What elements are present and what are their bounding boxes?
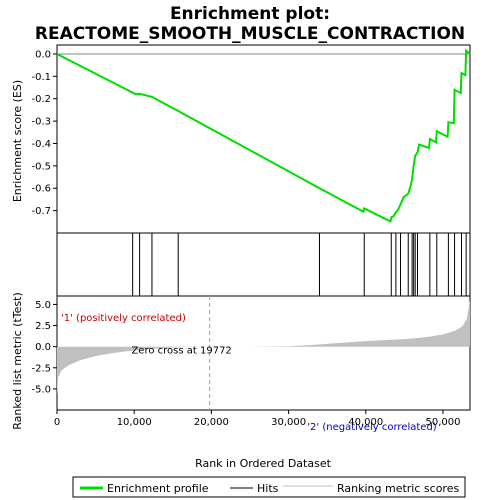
es-panel-frame: [56, 44, 471, 234]
x-tick-label: 40,000: [348, 417, 383, 428]
legend-enrichment-label: Enrichment profile: [107, 482, 209, 495]
es-y-tick-label: -0.7: [31, 206, 51, 217]
x-ticks: 0 10,000 20,000 30,000 40,000 50,000: [54, 410, 460, 428]
metric-y-tick-label: 5.0: [35, 300, 51, 311]
plot-title-line1: Enrichment plot:: [170, 4, 330, 24]
legend-hits-label: Hits: [257, 482, 279, 495]
hits-panel: [56, 232, 471, 297]
metric-y-axis-label: Ranked list metric (tTest): [11, 292, 24, 429]
x-tick-label: 10,000: [117, 417, 152, 428]
hit-marks: [132, 233, 467, 296]
legend-frame: [72, 476, 466, 498]
metric-panel: 5.0 2.5 0.0 -2.5 -5.0 Zero cross at 19772 '1…: [11, 292, 471, 433]
enrichment-profile-line: [56, 48, 471, 223]
es-y-tick-label: 0.0: [35, 49, 51, 60]
positive-correlation-label: '1' (positively correlated): [61, 313, 186, 324]
metric-y-ticks: 5.0 2.5 0.0 -2.5 -5.0: [31, 300, 57, 395]
x-tick-label: 20,000: [194, 417, 229, 428]
x-tick-label: 0: [54, 417, 60, 428]
es-panel: 0.0 -0.1 -0.2 -0.3 -0.4 -0.5 -0.6 -0.7 Enrichme…: [11, 44, 471, 234]
es-y-tick-label: -0.4: [31, 139, 51, 150]
es-y-tick-label: -0.1: [31, 72, 51, 83]
metric-y-tick-label: 2.5: [35, 321, 51, 332]
metric-y-tick-label: 0.0: [35, 342, 51, 353]
metric-y-tick-label: -5.0: [31, 384, 51, 395]
hits-panel-frame: [56, 232, 471, 297]
es-y-tick-label: -0.5: [31, 161, 51, 172]
ranking-metric-area: [57, 300, 470, 396]
legend-metric-label: Ranking metric scores: [337, 482, 459, 495]
negative-correlation-label: '2' (negatively correlated): [307, 422, 436, 433]
es-y-tick-label: -0.2: [31, 94, 51, 105]
legend: Enrichment profile Hits Ranking metric s…: [72, 476, 466, 498]
zero-cross-label: Zero cross at 19772: [131, 346, 231, 357]
es-y-tick-label: -0.3: [31, 117, 51, 128]
es-y-ticks: 0.0 -0.1 -0.2 -0.3 -0.4 -0.5 -0.6 -0.7: [31, 49, 57, 217]
plot-title-line2: REACTOME_SMOOTH_MUSCLE_CONTRACTION: [35, 24, 465, 44]
x-tick-label: 50,000: [425, 417, 460, 428]
es-y-tick-label: -0.6: [31, 184, 51, 195]
es-y-axis-label: Enrichment score (ES): [11, 80, 24, 202]
x-axis-label: Rank in Ordered Dataset: [195, 457, 332, 470]
metric-panel-frame: [56, 295, 471, 411]
x-tick-label: 30,000: [271, 417, 306, 428]
metric-y-tick-label: -2.5: [31, 363, 51, 374]
